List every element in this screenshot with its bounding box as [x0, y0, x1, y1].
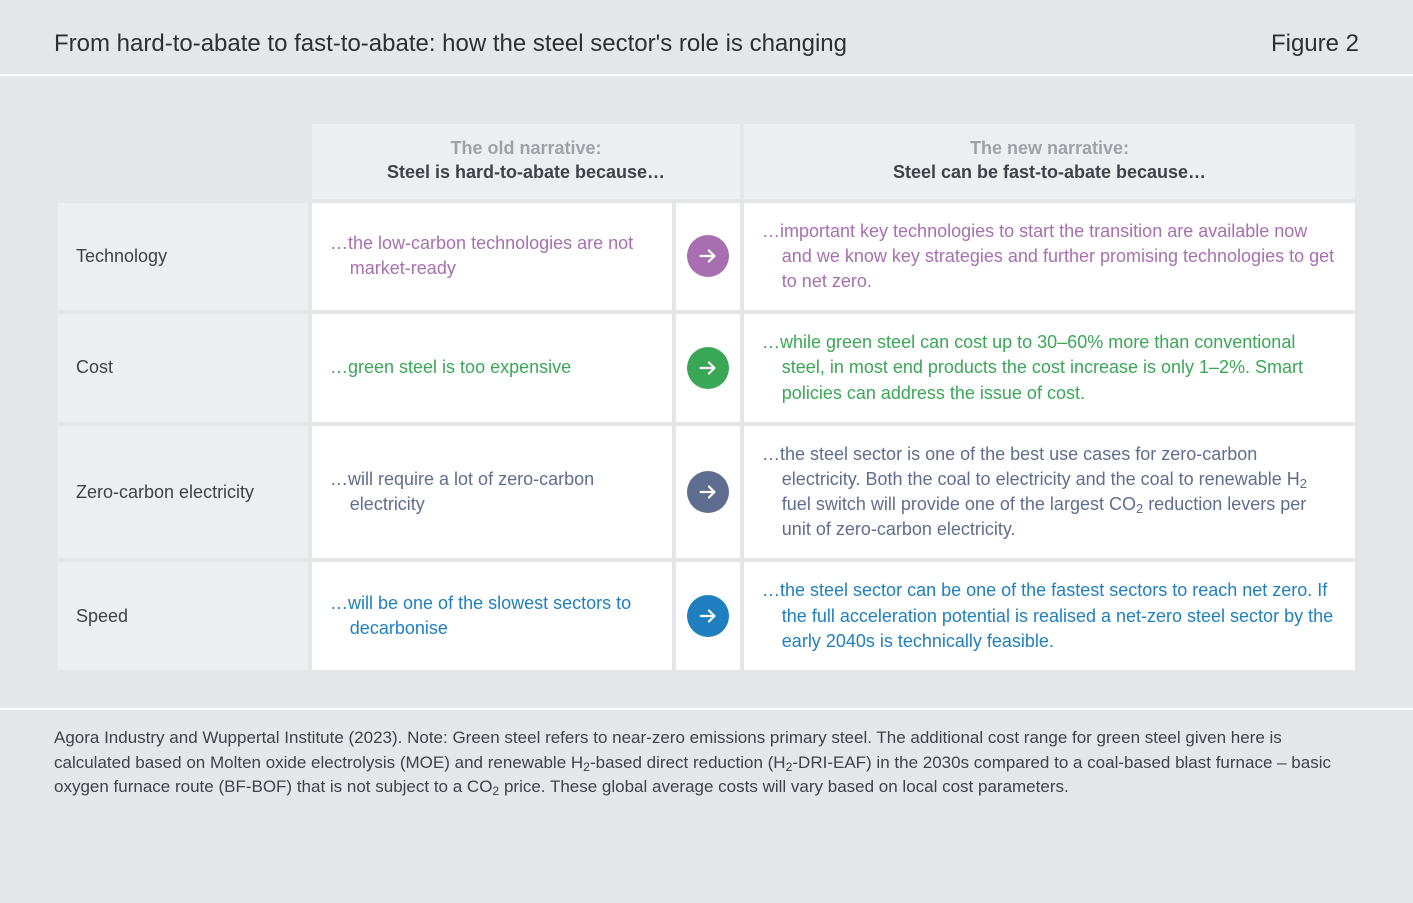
new-narrative-technology: …important key technologies to start the… [744, 203, 1355, 311]
header-old-narrative: The old narrative: Steel is hard-to-abat… [312, 124, 740, 199]
table-header-row: The old narrative: Steel is hard-to-abat… [58, 124, 1355, 199]
arrow-right-icon [687, 347, 729, 389]
table-row: Technology…the low-carbon technologies a… [58, 203, 1355, 311]
arrow-right-icon [687, 471, 729, 513]
table-wrap: The old narrative: Steel is hard-to-abat… [0, 76, 1413, 708]
row-label-zero-carbon-electricity: Zero-carbon electricity [58, 426, 308, 559]
figure-number: Figure 2 [1271, 30, 1359, 58]
old-narrative-technology: …the low-carbon technologies are not mar… [312, 203, 672, 311]
figure-title: From hard-to-abate to fast-to-abate: how… [54, 30, 847, 58]
arrow-right-icon [687, 235, 729, 277]
figure-titlebar: From hard-to-abate to fast-to-abate: how… [0, 0, 1413, 76]
header-new-narrative: The new narrative: Steel can be fast-to-… [744, 124, 1355, 199]
header-old-muted: The old narrative: [330, 136, 722, 160]
old-narrative-cost: …green steel is too expensive [312, 314, 672, 422]
figure-container: From hard-to-abate to fast-to-abate: how… [0, 0, 1413, 828]
new-narrative-speed: …the steel sector can be one of the fast… [744, 562, 1355, 670]
arrow-cell-cost [676, 314, 740, 422]
header-new-main: Steel can be fast-to-abate because… [893, 162, 1206, 182]
table-row: Zero-carbon electricity…will require a l… [58, 426, 1355, 559]
header-old-main: Steel is hard-to-abate because… [387, 162, 665, 182]
arrow-cell-speed [676, 562, 740, 670]
row-label-technology: Technology [58, 203, 308, 311]
arrow-cell-technology [676, 203, 740, 311]
header-blank [58, 124, 308, 199]
arrow-right-icon [687, 595, 729, 637]
old-narrative-speed: …will be one of the slowest sectors to d… [312, 562, 672, 670]
narrative-table: The old narrative: Steel is hard-to-abat… [54, 120, 1359, 674]
old-narrative-zero-carbon-electricity: …will require a lot of zero-carbon elect… [312, 426, 672, 559]
table-row: Cost…green steel is too expensive …while … [58, 314, 1355, 422]
header-new-muted: The new narrative: [762, 136, 1337, 160]
row-label-speed: Speed [58, 562, 308, 670]
table-body: Technology…the low-carbon technologies a… [58, 203, 1355, 670]
new-narrative-zero-carbon-electricity: …the steel sector is one of the best use… [744, 426, 1355, 559]
table-row: Speed…will be one of the slowest sectors… [58, 562, 1355, 670]
figure-footnote: Agora Industry and Wuppertal Institute (… [0, 710, 1413, 800]
row-label-cost: Cost [58, 314, 308, 422]
arrow-cell-zero-carbon-electricity [676, 426, 740, 559]
new-narrative-cost: …while green steel can cost up to 30–60%… [744, 314, 1355, 422]
